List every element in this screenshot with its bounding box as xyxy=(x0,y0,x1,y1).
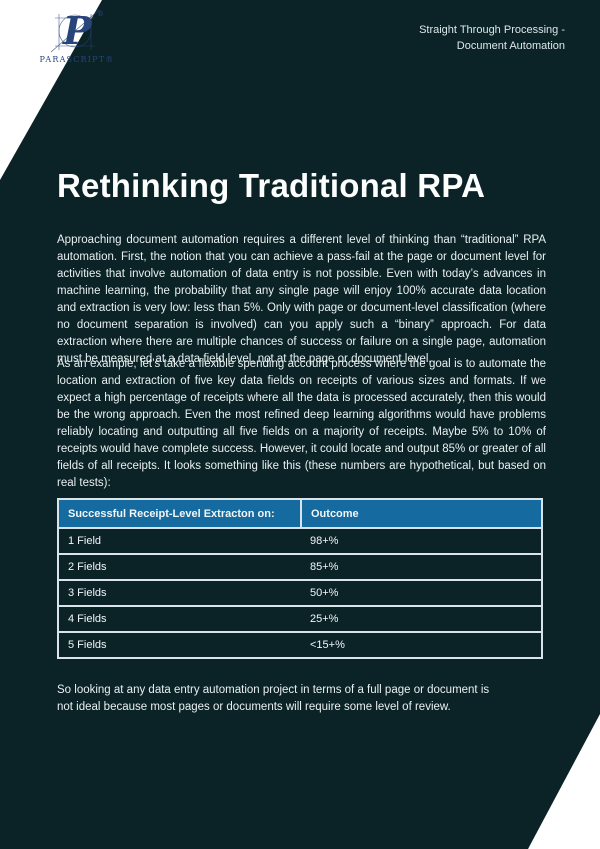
parascript-wordmark: PARASCRIPT® xyxy=(39,55,115,64)
svg-text:P: P xyxy=(62,8,93,53)
cell-outcome: <15+% xyxy=(301,631,543,659)
parascript-monogram-icon: P ® xyxy=(50,8,104,53)
parascript-logo: P ® PARASCRIPT® xyxy=(30,8,124,64)
cell-outcome: 85+% xyxy=(301,553,543,581)
paragraph-example: As an example, let’s take a flexible spe… xyxy=(57,358,546,489)
subtitle-line-2: Document Automation xyxy=(456,40,565,52)
column-header-extraction: Successful Receipt-Level Extracton on: xyxy=(57,498,302,529)
table-header-row: Successful Receipt-Level Extracton on: O… xyxy=(57,498,543,529)
cell-outcome: 50+% xyxy=(301,579,543,607)
cell-field: 3 Fields xyxy=(57,579,301,607)
column-header-outcome: Outcome xyxy=(300,498,543,529)
table-row: 5 Fields <15+% xyxy=(57,631,543,659)
cell-outcome: 25+% xyxy=(301,605,543,633)
paragraph-closing: So looking at any data entry automation … xyxy=(57,684,490,713)
page-title: Rethinking Traditional RPA xyxy=(57,167,486,204)
table-row: 4 Fields 25+% xyxy=(57,605,543,633)
subtitle-line-1: Straight Through Processing - xyxy=(419,24,565,36)
table-row: 2 Fields 85+% xyxy=(57,553,543,581)
document-subtitle: Straight Through Processing - Document A… xyxy=(419,22,565,54)
cell-field: 1 Field xyxy=(57,527,301,555)
svg-text:®: ® xyxy=(97,10,104,18)
table-row: 3 Fields 50+% xyxy=(57,579,543,607)
extraction-outcome-table: Successful Receipt-Level Extracton on: O… xyxy=(57,498,543,659)
paragraph-intro: Approaching document automation requires… xyxy=(57,234,546,365)
table-row: 1 Field 98+% xyxy=(57,527,543,555)
cell-field: 5 Fields xyxy=(57,631,301,659)
cell-outcome: 98+% xyxy=(301,527,543,555)
cell-field: 2 Fields xyxy=(57,553,301,581)
cell-field: 4 Fields xyxy=(57,605,301,633)
